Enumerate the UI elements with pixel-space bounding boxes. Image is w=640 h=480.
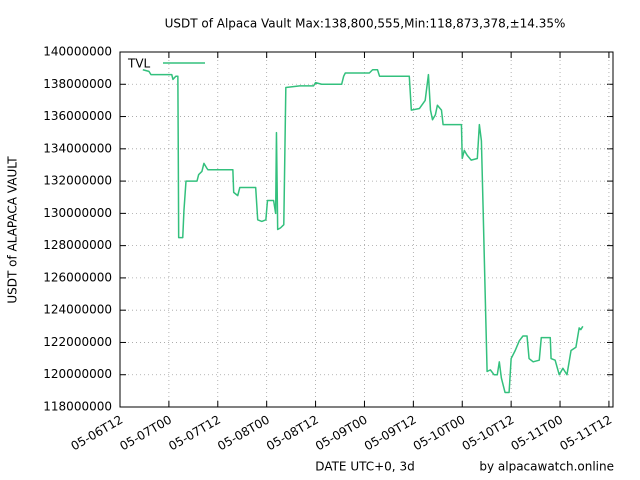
y-tick-label: 136000000 — [43, 109, 112, 123]
y-tick-label: 130000000 — [43, 206, 112, 220]
x-tick-label: 05-08T12 — [264, 413, 321, 454]
y-tick-label: 126000000 — [43, 270, 112, 284]
data-line — [142, 69, 584, 394]
y-tick-label: 120000000 — [43, 367, 112, 381]
annotation: by alpacawatch.online — [479, 460, 614, 474]
x-tick-label: 05-11T00 — [509, 413, 566, 454]
x-tick-label: 05-06T12 — [68, 413, 125, 454]
y-tick-label: 138000000 — [43, 77, 112, 91]
x-tick-label: 05-07T12 — [166, 413, 223, 454]
legend-label: TVL — [127, 57, 151, 71]
plot-border — [119, 51, 614, 408]
y-tick-label: 140000000 — [43, 45, 112, 59]
x-tick-label: 05-09T00 — [313, 413, 370, 454]
x-tick-label: 05-10T00 — [411, 413, 468, 454]
x-tick-label: 05-07T00 — [117, 413, 174, 454]
x-tick-label: 05-10T12 — [460, 413, 517, 454]
y-tick-label: 122000000 — [43, 335, 112, 349]
x-tick-label: 05-09T12 — [362, 413, 419, 454]
x-tick-label: 05-08T00 — [215, 413, 272, 454]
y-tick-label: 118000000 — [43, 400, 112, 414]
y-axis-label: USDT of ALAPACA VAULT — [6, 156, 20, 304]
x-axis-label: DATE UTC+0, 3d — [315, 460, 414, 474]
x-tick-label: 05-11T12 — [557, 413, 614, 454]
y-tick-label: 128000000 — [43, 238, 112, 252]
y-tick-label: 132000000 — [43, 174, 112, 188]
y-tick-label: 124000000 — [43, 303, 112, 317]
chart-title: USDT of Alpaca Vault Max:138,800,555,Min… — [165, 17, 566, 31]
y-tick-label: 134000000 — [43, 141, 112, 155]
